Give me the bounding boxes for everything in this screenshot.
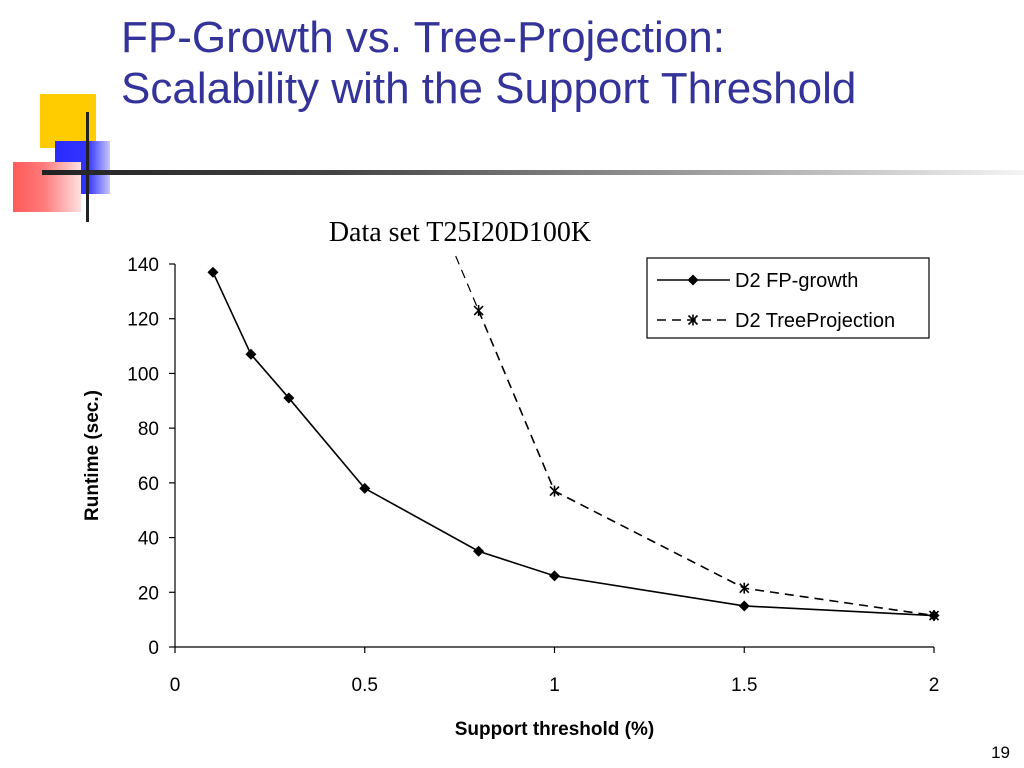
series-line <box>212 271 935 617</box>
data-point-diamond <box>549 570 560 582</box>
y-tick-label: 60 <box>138 474 159 495</box>
title-underline <box>42 170 1024 175</box>
y-tick-label: 40 <box>138 529 159 550</box>
data-point-star <box>928 610 940 622</box>
x-tick-label: 1.5 <box>731 675 757 696</box>
legend-marker <box>687 274 699 286</box>
slide-title-line1: FP-Growth vs. Tree-Projection: <box>121 13 725 62</box>
y-axis-label: Runtime (sec.) <box>82 390 103 521</box>
data-point-diamond <box>738 600 750 612</box>
chart-axes: 0 20 40 60 80 100 120 140 0 0.5 1 1.5 2 <box>127 255 939 696</box>
page-number: 19 <box>991 743 1010 762</box>
data-point-star <box>473 305 484 317</box>
data-point-diamond <box>359 482 371 494</box>
data-point-star <box>549 485 560 497</box>
y-tick-label: 0 <box>148 638 159 659</box>
data-point-diamond <box>245 348 257 360</box>
legend-marker <box>687 314 699 326</box>
legend-box <box>646 257 930 339</box>
data-point-diamond <box>473 545 485 557</box>
slide-title-line2: Scalability with the Support Threshold <box>121 64 857 113</box>
legend-label: D2 FP-growth <box>735 270 858 292</box>
y-tick-label: 140 <box>127 255 159 276</box>
x-tick-label: 1 <box>549 675 560 696</box>
data-point-diamond <box>207 266 219 278</box>
chart-legend: D2 FP-growth D2 TreeProjection <box>646 257 930 339</box>
x-tick-label: 0 <box>170 675 181 696</box>
legend-label: D2 TreeProjection <box>735 310 895 332</box>
data-point-diamond <box>283 392 295 404</box>
x-tick-label: 0.5 <box>352 675 378 696</box>
decor-vertical-line <box>86 112 89 222</box>
legend-item-1: D2 FP-growth <box>657 270 858 292</box>
data-point-star <box>739 582 750 594</box>
slide-title: FP-Growth vs. Tree-Projection: Scalabili… <box>121 12 1011 114</box>
series-line <box>477 310 935 617</box>
series-2 <box>455 255 940 622</box>
y-tick-label: 80 <box>138 419 159 440</box>
y-tick-label: 20 <box>138 583 159 604</box>
legend-item-2: D2 TreeProjection <box>657 310 895 332</box>
chart-title: Data set T25I20D100K <box>328 217 592 248</box>
series-offscale-segment <box>455 255 480 311</box>
x-axis-label: Support threshold (%) <box>455 719 654 740</box>
x-tick-label: 2 <box>929 675 940 696</box>
chart-series <box>207 255 940 622</box>
y-tick-label: 120 <box>127 310 159 331</box>
y-tick-label: 100 <box>127 364 159 385</box>
